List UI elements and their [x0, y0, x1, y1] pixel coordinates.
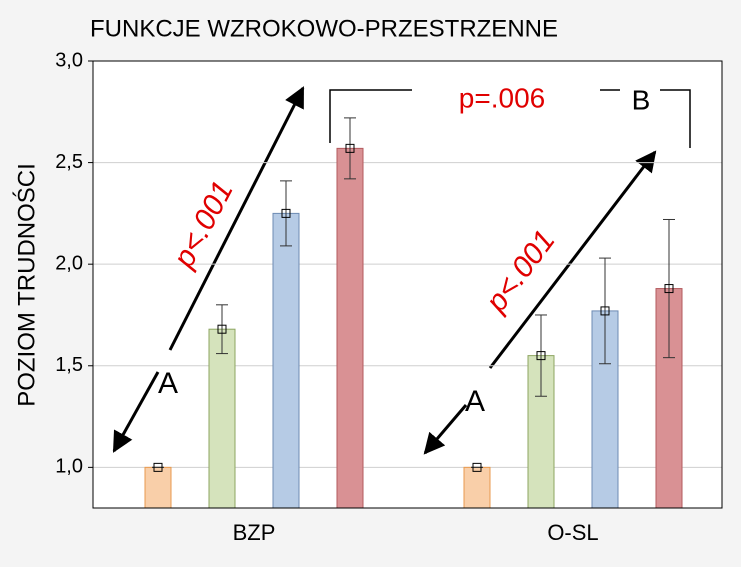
bar [272, 212, 300, 509]
mean-marker [664, 284, 674, 294]
x-tick-label: O-SL [547, 520, 598, 545]
mean-marker [345, 143, 355, 153]
plot-area [93, 61, 722, 508]
mean-marker [153, 462, 163, 472]
y-tick-label: 1,5 [55, 354, 83, 376]
mean-marker [600, 306, 610, 316]
bar [144, 466, 172, 509]
chart-title: FUNKCJE WZROKOWO-PRZESTRZENNE [90, 15, 558, 42]
y-tick-label: 2,5 [55, 151, 83, 173]
mean-marker [472, 462, 482, 472]
bar [463, 466, 491, 509]
mean-marker [536, 351, 546, 361]
annotation: p=.006 [459, 82, 545, 113]
y-tick-label: 1,0 [55, 456, 83, 478]
bar [336, 147, 364, 509]
x-tick-label: BZP [233, 520, 276, 545]
annotation: B [632, 84, 651, 115]
bar [208, 328, 236, 509]
y-tick-label: 2,0 [55, 252, 83, 274]
plot-border [92, 60, 723, 509]
annotation: A [158, 367, 178, 400]
arrows [112, 86, 657, 455]
mean-marker [281, 208, 291, 218]
bracket [329, 89, 691, 148]
y-tick-label: 3,0 [55, 49, 83, 71]
y-axis-label: POZIOM TRUDNOŚCI [12, 163, 40, 407]
mean-marker [217, 324, 227, 334]
annotation: A [465, 385, 485, 418]
